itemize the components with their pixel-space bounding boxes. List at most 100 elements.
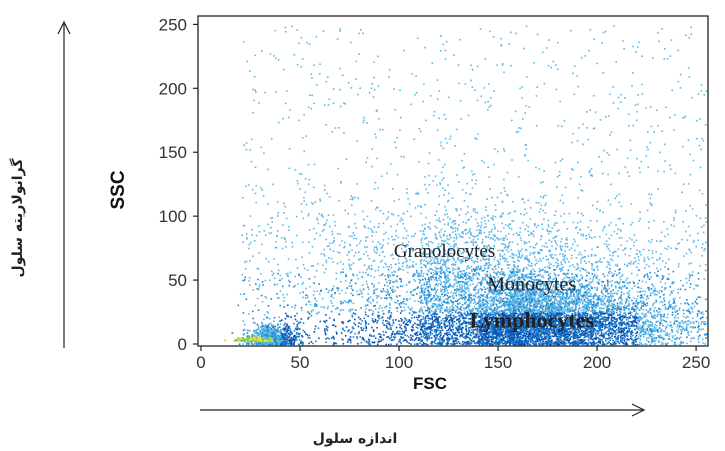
data-point — [419, 273, 421, 276]
data-point — [428, 310, 430, 312]
data-point — [441, 255, 444, 257]
data-point — [619, 321, 622, 324]
data-point — [611, 292, 614, 295]
data-point — [609, 292, 611, 295]
data-point — [479, 287, 482, 290]
data-point — [550, 289, 552, 291]
data-point — [608, 272, 610, 274]
data-point — [573, 309, 575, 312]
data-point — [584, 291, 586, 294]
data-point — [485, 236, 487, 238]
data-point — [496, 279, 499, 281]
data-point — [613, 273, 616, 275]
data-point — [560, 302, 562, 304]
data-point — [459, 281, 461, 283]
data-point — [624, 247, 627, 249]
data-point — [566, 246, 569, 248]
data-point — [535, 291, 537, 293]
data-point — [470, 301, 472, 304]
data-point — [427, 308, 429, 311]
data-point — [476, 222, 479, 224]
data-point — [446, 258, 449, 261]
data-point — [435, 257, 438, 260]
data-point — [493, 271, 496, 274]
data-point — [402, 242, 404, 244]
data-point — [414, 255, 416, 258]
data-point — [501, 255, 504, 257]
data-point — [511, 268, 514, 270]
data-point — [458, 293, 460, 296]
data-point — [548, 297, 550, 299]
data-point — [560, 307, 562, 309]
data-point — [445, 314, 448, 317]
data-point — [605, 233, 608, 236]
data-point — [316, 290, 318, 292]
data-point — [577, 308, 580, 311]
data-point — [607, 284, 609, 287]
data-point — [371, 341, 374, 344]
data-point — [446, 238, 449, 240]
data-point — [302, 217, 305, 220]
data-point — [434, 214, 436, 217]
data-point — [589, 322, 591, 325]
data-point — [663, 297, 665, 300]
data-point — [469, 300, 472, 302]
data-point — [385, 291, 387, 293]
data-point — [475, 333, 477, 335]
data-point — [482, 319, 484, 321]
data-point — [436, 297, 438, 300]
data-point — [420, 318, 422, 321]
data-point — [511, 310, 513, 313]
data-point — [449, 296, 451, 298]
data-point — [518, 270, 521, 273]
data-point — [458, 302, 460, 305]
data-point — [423, 259, 425, 262]
data-point — [527, 226, 530, 228]
data-point — [561, 278, 564, 281]
data-point — [603, 311, 605, 313]
data-point — [508, 264, 510, 266]
data-point — [419, 301, 422, 303]
data-point — [680, 302, 682, 305]
data-point — [620, 310, 622, 313]
data-point — [574, 227, 577, 229]
data-point — [389, 282, 391, 284]
data-point — [400, 285, 402, 287]
data-point — [455, 316, 457, 318]
data-point — [642, 308, 645, 311]
data-point — [413, 278, 415, 281]
data-point — [435, 283, 438, 285]
data-point — [586, 302, 589, 304]
data-point — [493, 244, 496, 247]
data-point — [500, 281, 503, 283]
data-point — [493, 245, 495, 248]
data-point — [565, 315, 568, 317]
data-point — [588, 291, 590, 294]
data-point — [460, 235, 462, 238]
data-point — [373, 305, 375, 307]
data-point — [619, 281, 621, 283]
data-point — [517, 316, 520, 319]
data-point — [581, 314, 584, 316]
data-point — [524, 248, 527, 251]
data-point — [576, 268, 579, 270]
data-point — [640, 253, 642, 256]
data-point — [613, 300, 615, 302]
data-point — [592, 311, 594, 313]
data-point — [442, 271, 445, 273]
data-point — [555, 306, 557, 308]
data-point — [427, 315, 429, 317]
data-point — [366, 304, 369, 306]
data-point — [437, 319, 440, 321]
data-point — [392, 291, 394, 293]
data-point — [638, 167, 641, 169]
data-point — [689, 312, 691, 315]
data-point — [524, 228, 526, 231]
data-point — [517, 249, 520, 252]
data-point — [471, 275, 474, 278]
data-point — [541, 291, 543, 294]
data-point — [556, 243, 559, 246]
data-point — [523, 201, 526, 204]
data-point — [559, 301, 561, 303]
data-point — [560, 247, 562, 250]
